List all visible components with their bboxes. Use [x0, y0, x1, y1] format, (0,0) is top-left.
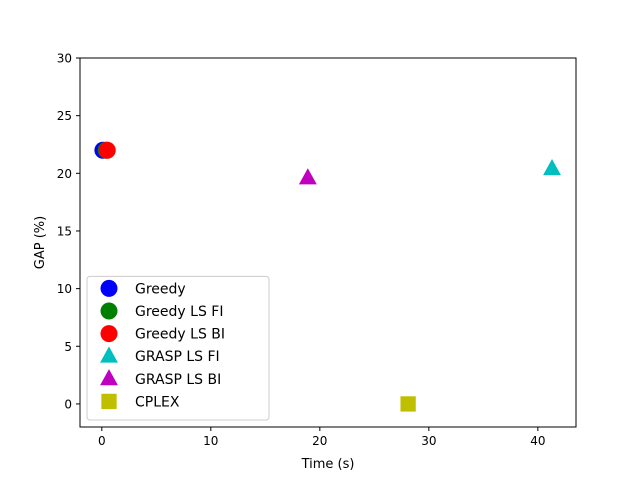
legend-label: Greedy LS FI	[135, 304, 223, 320]
data-point-cplex	[400, 396, 416, 412]
x-tick-label: 0	[98, 434, 106, 448]
legend-marker-grasp-ls-fi	[100, 346, 118, 363]
legend-label: GRASP LS FI	[135, 349, 220, 365]
y-tick-label: 0	[64, 397, 72, 411]
legend-marker-greedy-ls-fi	[100, 302, 118, 320]
y-tick-label: 10	[57, 282, 72, 296]
legend-marker-greedy	[100, 279, 118, 297]
legend-marker-grasp-ls-bi	[100, 369, 118, 386]
legend: Greedy Greedy LS FI Greedy LS BI GRASP LS F…	[86, 275, 270, 421]
x-axis: 0 10 20 30 40	[98, 427, 545, 448]
x-tick-label: 30	[421, 434, 436, 448]
legend-marker-cplex	[101, 393, 117, 410]
y-tick-label: 20	[57, 167, 72, 181]
y-tick-label: 30	[57, 52, 72, 66]
x-tick-label: 40	[530, 434, 545, 448]
y-tick-label: 5	[64, 340, 72, 354]
legend-label: Greedy	[135, 281, 186, 297]
y-axis-label: GAP (%)	[33, 216, 48, 269]
x-axis-label: Time (s)	[301, 457, 355, 472]
legend-box	[86, 275, 270, 421]
data-point-greedy-ls-bi	[98, 141, 116, 159]
legend-label: Greedy LS BI	[135, 327, 225, 343]
y-axis: 0 5 10 15 20 25 30	[57, 52, 80, 411]
data-point-grasp-ls-fi	[543, 159, 561, 176]
legend-marker-greedy-ls-bi	[100, 325, 118, 343]
x-tick-label: 10	[203, 434, 218, 448]
data-point-grasp-ls-bi	[298, 168, 317, 185]
legend-label: CPLEX	[135, 394, 180, 410]
y-tick-label: 15	[57, 224, 72, 238]
plot-frame	[79, 57, 577, 428]
legend-label: GRASP LS BI	[135, 372, 221, 388]
x-tick-label: 20	[312, 434, 327, 448]
y-tick-label: 25	[57, 109, 72, 123]
